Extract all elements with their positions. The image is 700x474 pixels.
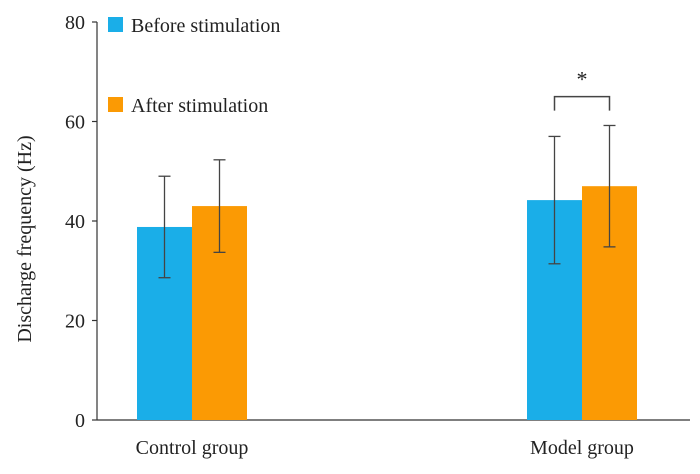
legend-label: After stimulation (131, 95, 268, 117)
significance-bracket (553, 95, 611, 111)
significance-label: * (577, 67, 588, 92)
legend-swatch (108, 17, 123, 32)
x-category-label: Model group (530, 437, 634, 459)
error-bars (158, 124, 616, 279)
axes: 0 20 40 60 80 Discharge frequency (Hz) Control… (14, 12, 690, 459)
y-tick-label: 20 (65, 311, 85, 333)
bars (137, 186, 637, 420)
y-tick-label: 0 (75, 410, 85, 432)
y-axis-title: Discharge frequency (Hz) (14, 135, 36, 342)
significance-annotations: * (553, 67, 611, 111)
legend-label: Before stimulation (131, 15, 280, 37)
legend: Before stimulation After stimulation (108, 15, 280, 117)
x-category-label: Control group (136, 437, 249, 459)
y-tick-label: 60 (65, 112, 85, 134)
y-tick-label: 40 (65, 211, 85, 233)
y-tick-label: 80 (65, 12, 85, 34)
legend-swatch (108, 97, 123, 112)
